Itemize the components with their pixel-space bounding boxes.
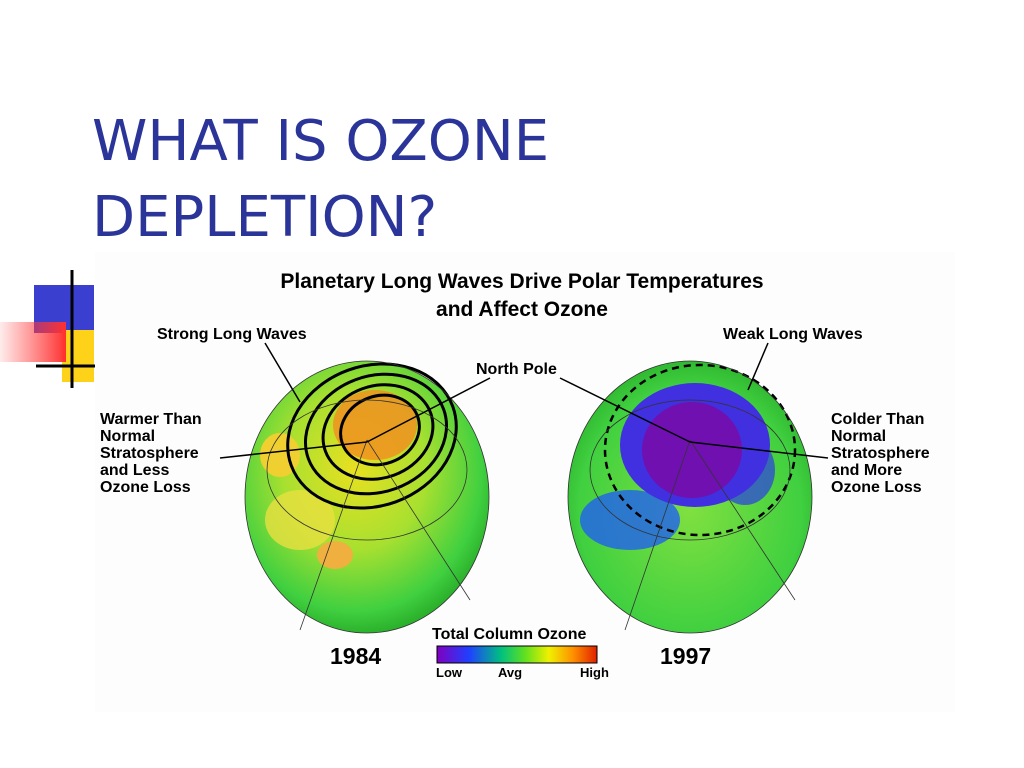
- warm-region: [317, 541, 353, 569]
- note-line: Stratosphere: [831, 445, 930, 462]
- callout: Weak Long Waves: [723, 326, 863, 343]
- graticule: [567, 360, 813, 634]
- callout: North Pole: [476, 361, 557, 378]
- pointer: [747, 342, 769, 391]
- outline: [244, 360, 490, 634]
- vortex-edge: [603, 363, 797, 537]
- legend-label: High: [580, 665, 609, 680]
- warm-region: [265, 490, 335, 550]
- pointer: [689, 441, 829, 459]
- note-line: Colder Than: [831, 411, 924, 428]
- legend-label: Low: [436, 665, 463, 680]
- note-line: Warmer Than: [100, 411, 202, 428]
- note-line: Ozone Loss: [100, 479, 191, 496]
- low-region: [580, 490, 680, 550]
- deco-square: [62, 330, 94, 382]
- note-line: Normal: [831, 428, 886, 445]
- legend-label: Avg: [498, 665, 522, 680]
- contour: [321, 383, 435, 481]
- note-line: Normal: [100, 428, 155, 445]
- pointer: [264, 342, 301, 403]
- meridian: [624, 439, 691, 631]
- contour: [286, 362, 458, 510]
- figure-title: Planetary Long Waves Drive Polar Tempera…: [280, 270, 763, 293]
- pointer: [219, 441, 368, 459]
- contour: [303, 372, 449, 496]
- year-label: 1984: [330, 643, 381, 669]
- callout: Strong Long Waves: [157, 326, 307, 343]
- slide-title: DEPLETION?: [92, 185, 437, 250]
- slide-title: WHAT IS OZONE: [92, 109, 549, 174]
- pointers: [219, 342, 829, 459]
- graticule: [244, 360, 490, 634]
- note-line: Stratosphere: [100, 445, 199, 462]
- note-line: and More: [831, 462, 902, 479]
- meridian: [299, 439, 368, 631]
- wave-contours: [286, 362, 458, 510]
- pointer: [366, 377, 491, 443]
- deco-bar: [0, 322, 66, 362]
- lowest-region: [642, 402, 742, 498]
- figure-title: and Affect Ozone: [436, 298, 608, 321]
- note-line: Ozone Loss: [831, 479, 922, 496]
- meridian: [689, 439, 796, 601]
- year-label: 1997: [660, 643, 711, 669]
- latitude: [266, 399, 468, 541]
- pointer: [559, 377, 691, 443]
- note-line: and Less: [100, 462, 169, 479]
- color-scale: [436, 645, 598, 664]
- outline: [567, 360, 813, 634]
- figure-bg: [95, 252, 955, 712]
- legend-title: Total Column Ozone: [432, 626, 586, 643]
- meridian: [366, 439, 471, 601]
- latitude: [589, 399, 791, 541]
